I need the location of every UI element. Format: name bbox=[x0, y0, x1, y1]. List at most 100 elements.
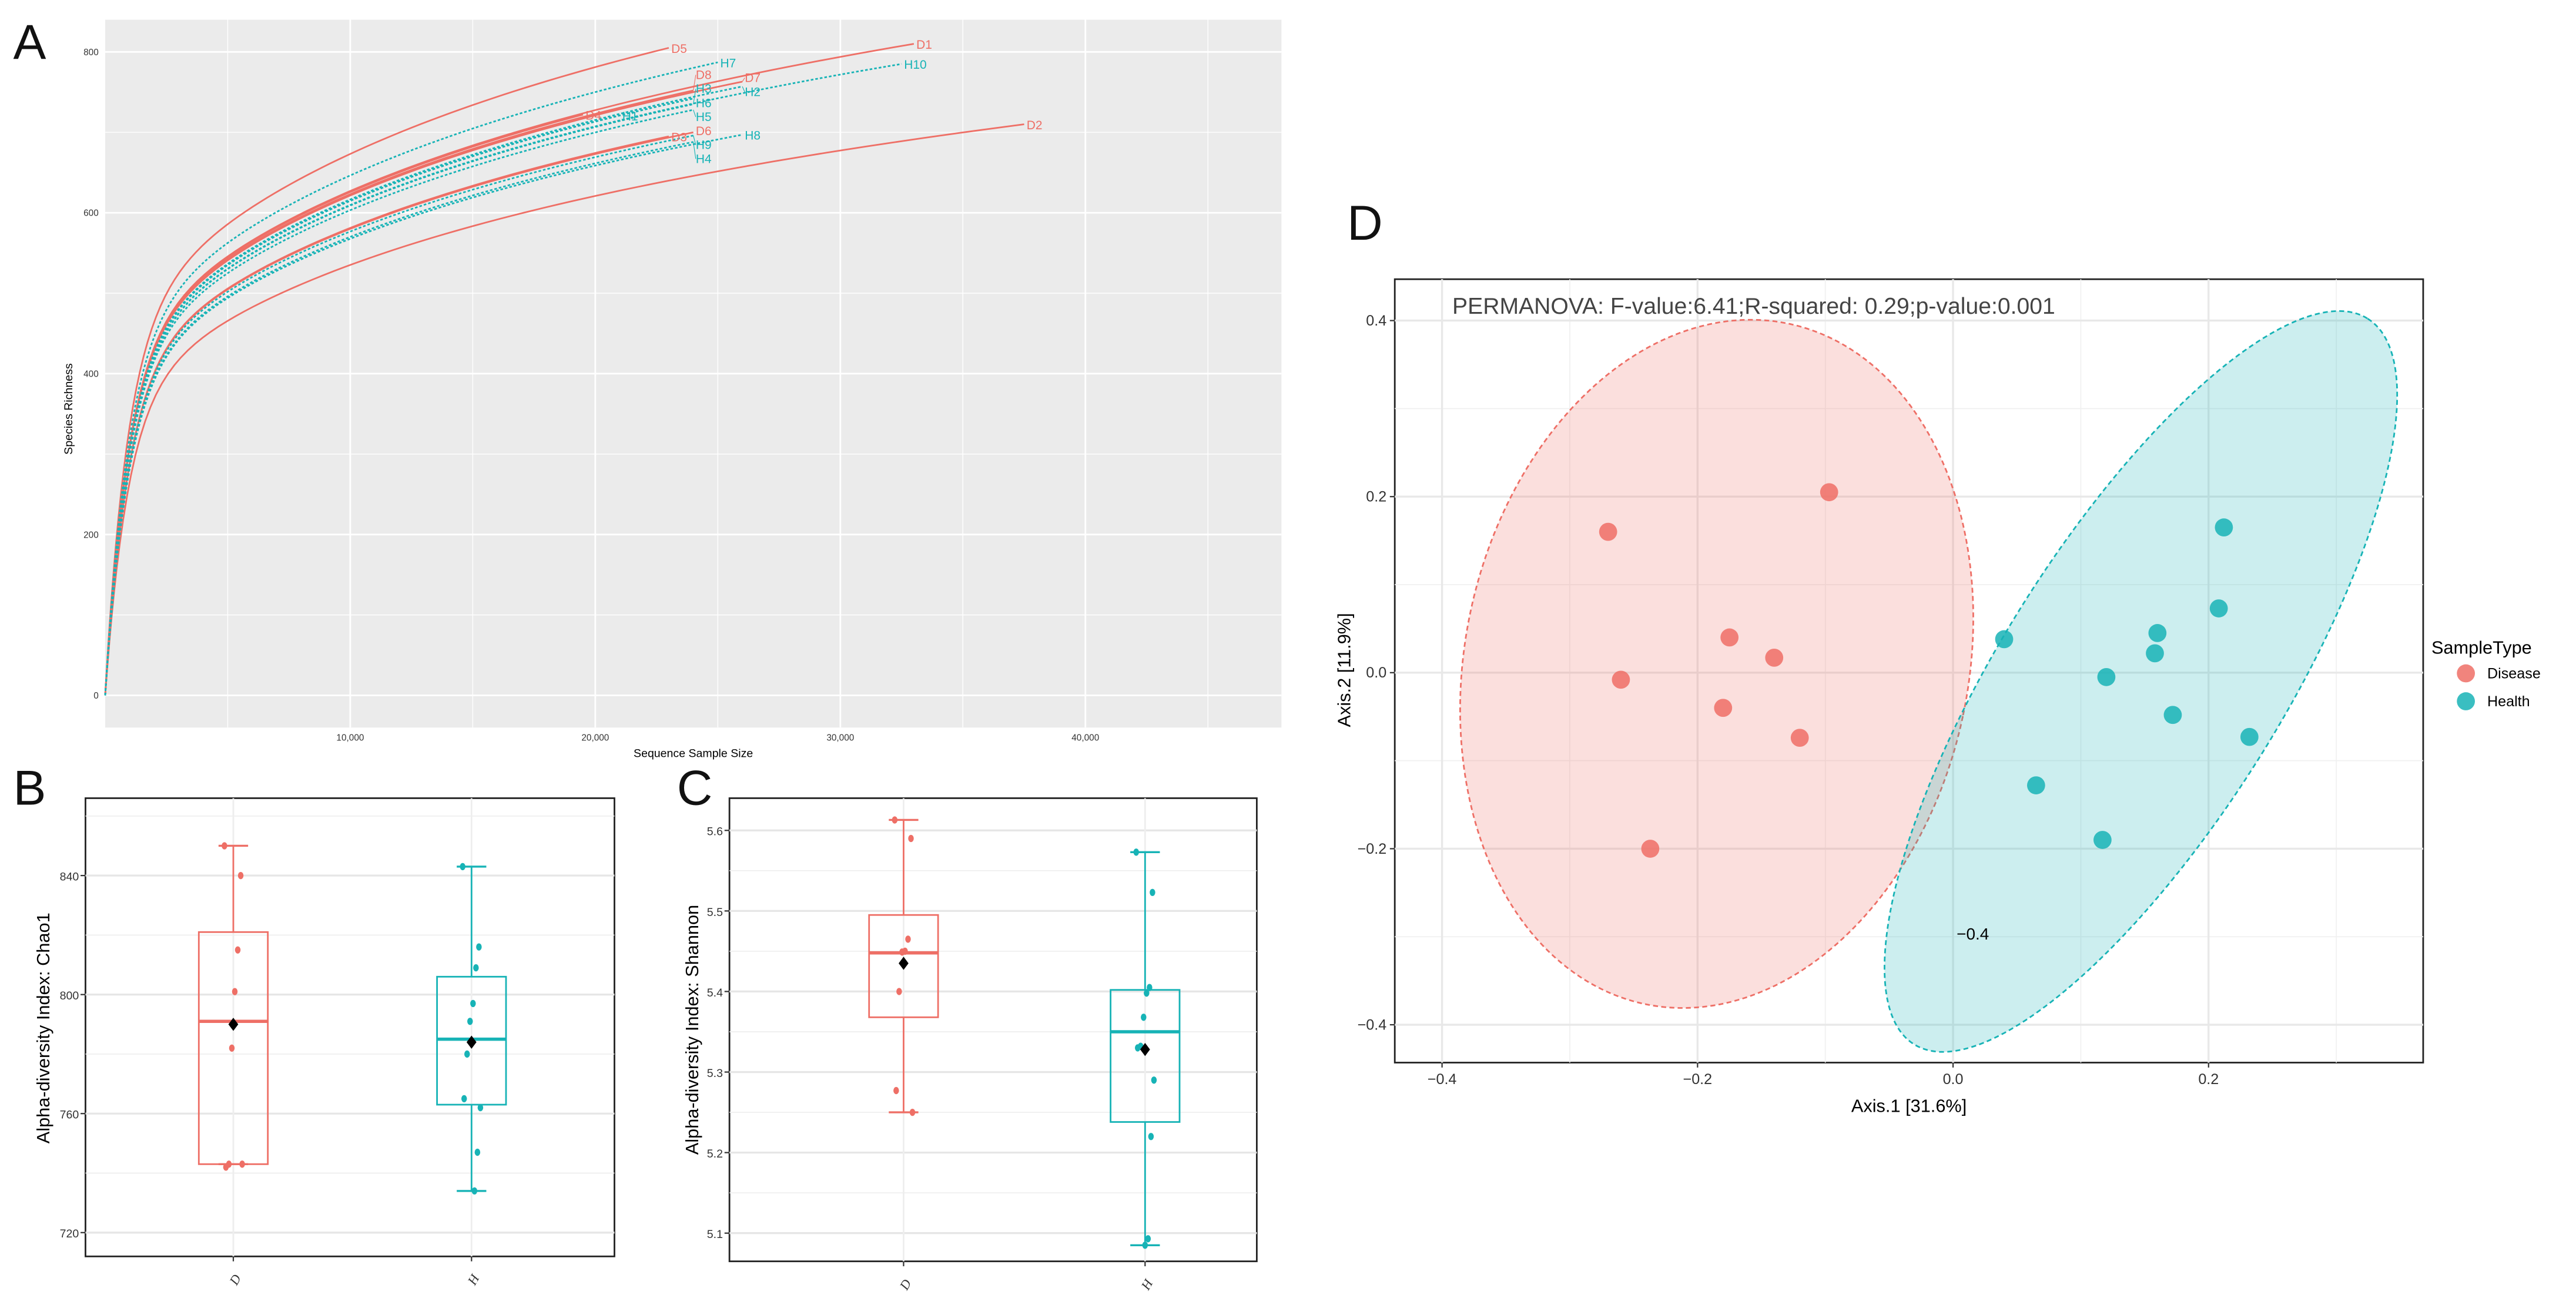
mean-marker bbox=[899, 957, 909, 970]
rarefaction-curve-d8 bbox=[104, 89, 694, 696]
data-point bbox=[477, 1103, 484, 1112]
data-point bbox=[896, 988, 902, 995]
data-point-disease bbox=[1641, 840, 1660, 858]
chao1-boxplot-panel: 720 760 800 840 D H bbox=[60, 797, 615, 1288]
legend: SampleType Disease Health bbox=[2431, 637, 2541, 710]
rarefaction-curve-h10 bbox=[104, 63, 902, 696]
data-point bbox=[239, 1160, 245, 1168]
data-point bbox=[1134, 1044, 1141, 1052]
y-tick-label: −0.2 bbox=[1358, 841, 1387, 857]
y-tick-label: 5.2 bbox=[707, 1148, 723, 1160]
data-point bbox=[892, 816, 898, 824]
data-point bbox=[1148, 1133, 1154, 1140]
panel-c-y-axis-label: Alpha-diversity Index: Shannon bbox=[682, 905, 702, 1155]
legend-title: SampleType bbox=[2431, 637, 2532, 657]
data-point bbox=[893, 1086, 899, 1095]
x-tick-label: 30,000 bbox=[826, 733, 854, 743]
data-point-health bbox=[2163, 706, 2182, 724]
data-point-disease bbox=[1612, 670, 1630, 689]
y-tick-label: 760 bbox=[60, 1109, 79, 1122]
data-point bbox=[899, 948, 905, 956]
label-leader-line bbox=[693, 109, 696, 118]
y-tick-label: 200 bbox=[83, 530, 99, 540]
curve-label: H2 bbox=[745, 85, 761, 99]
box bbox=[1110, 989, 1181, 1123]
y-tick-label: 0.2 bbox=[1366, 489, 1386, 505]
data-point bbox=[237, 871, 244, 880]
data-point bbox=[473, 964, 479, 972]
data-point bbox=[905, 935, 911, 943]
x-tick-label: 20,000 bbox=[581, 733, 609, 743]
mean-marker bbox=[1140, 1042, 1150, 1056]
data-point bbox=[909, 1108, 916, 1116]
plot-frame bbox=[1393, 278, 2424, 1063]
curve-label: D1 bbox=[916, 38, 932, 52]
panel-b-y-axis-label: Alpha-diversity Index: Chao1 bbox=[33, 912, 53, 1143]
panel-letter-d: D bbox=[1347, 195, 1383, 250]
label-leader-line bbox=[693, 135, 696, 145]
rarefaction-panel: 10,000 20,000 30,000 40,000 0 200 400 600 800 D1 D… bbox=[83, 19, 1282, 743]
panel-a-x-axis-label: Sequence Sample Size bbox=[634, 747, 753, 760]
curve-label: D5 bbox=[671, 42, 687, 56]
data-point bbox=[474, 1148, 481, 1156]
y-tick-label: 5.6 bbox=[707, 826, 723, 838]
y-tick-label: 840 bbox=[60, 871, 79, 884]
curve-label: H3 bbox=[696, 82, 712, 96]
data-point-health bbox=[2146, 644, 2164, 663]
shannon-boxplot-panel: 5.1 5.2 5.3 5.4 5.5 5.6 D H bbox=[707, 797, 1258, 1293]
curve-label: H6 bbox=[696, 96, 712, 110]
data-point bbox=[1144, 989, 1150, 997]
data-point bbox=[476, 943, 482, 951]
rarefaction-curve-h2 bbox=[104, 85, 743, 696]
panel-a-y-axis-label: Species Richness bbox=[62, 363, 75, 455]
confidence-ellipse-health bbox=[1884, 310, 2399, 1053]
data-point-disease bbox=[1599, 522, 1617, 541]
label-leader-line bbox=[693, 75, 696, 91]
curve-label: H4 bbox=[696, 152, 712, 166]
data-point bbox=[464, 1050, 470, 1058]
x-tick-label: D bbox=[896, 1277, 914, 1293]
data-point bbox=[1142, 1242, 1148, 1249]
data-point bbox=[461, 1095, 467, 1103]
y-tick-label: 5.1 bbox=[707, 1228, 723, 1241]
plot-frame bbox=[85, 797, 615, 1257]
x-tick-label: H bbox=[464, 1271, 483, 1288]
curve-label: H10 bbox=[904, 58, 926, 72]
data-point-disease bbox=[1714, 699, 1733, 717]
data-point bbox=[1145, 1235, 1151, 1243]
data-point bbox=[460, 863, 465, 871]
y-tick-label: 5.3 bbox=[707, 1067, 723, 1080]
data-point-health bbox=[2093, 831, 2112, 849]
rarefaction-curve-h8 bbox=[104, 133, 743, 696]
curve-label: H1 bbox=[622, 110, 638, 123]
data-point bbox=[229, 1044, 235, 1052]
data-point bbox=[467, 1018, 473, 1025]
x-tick-label: H bbox=[1138, 1276, 1156, 1293]
plot-frame bbox=[728, 797, 1258, 1263]
data-point-disease bbox=[1720, 628, 1739, 647]
y-tick-label: 600 bbox=[83, 209, 99, 219]
data-point-health bbox=[2148, 624, 2167, 642]
data-point bbox=[1141, 1014, 1147, 1021]
data-point bbox=[222, 842, 227, 850]
data-point-health bbox=[2097, 667, 2116, 686]
y-tick-label: −0.4 bbox=[1358, 1016, 1387, 1033]
rarefaction-curve-d5 bbox=[104, 47, 669, 696]
data-point bbox=[1150, 888, 1155, 896]
box bbox=[868, 914, 939, 1018]
panel-letter-c: C bbox=[677, 760, 713, 816]
data-point-health bbox=[1995, 630, 2014, 649]
stray-tick-label: −0.4 bbox=[1957, 925, 1989, 943]
legend-disease-label: Disease bbox=[2487, 665, 2541, 682]
curve-label: D2 bbox=[1027, 119, 1043, 132]
x-tick-label: D bbox=[226, 1272, 244, 1288]
x-tick-label: −0.4 bbox=[1428, 1071, 1457, 1088]
data-point bbox=[223, 1163, 229, 1171]
label-leader-line bbox=[742, 78, 745, 82]
data-point bbox=[1133, 848, 1139, 856]
y-tick-label: 400 bbox=[83, 369, 99, 379]
x-tick-label: 40,000 bbox=[1071, 733, 1099, 743]
data-point bbox=[1147, 984, 1153, 991]
data-point-disease bbox=[1820, 483, 1838, 502]
